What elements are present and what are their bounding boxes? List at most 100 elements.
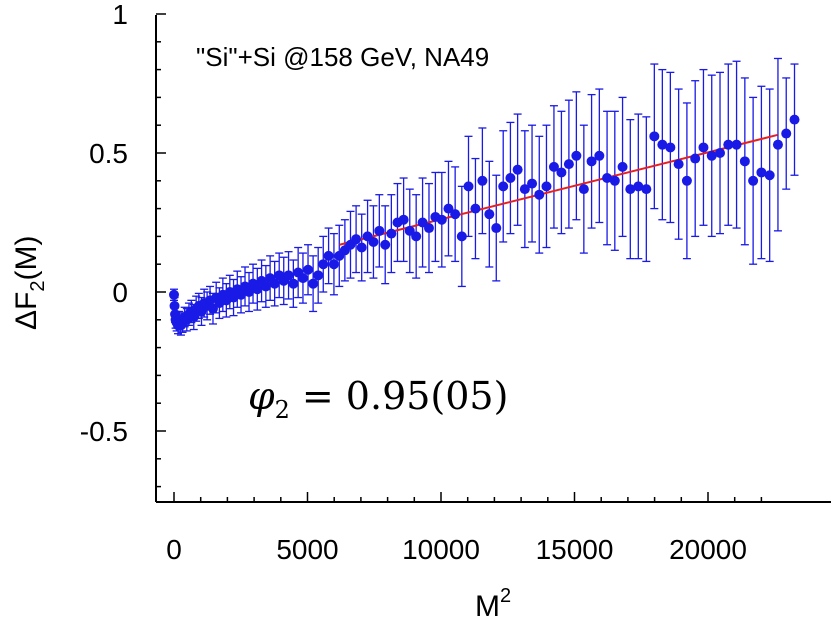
data-point <box>723 139 734 150</box>
data-point <box>450 209 461 220</box>
data-point <box>288 278 299 289</box>
data-point <box>756 167 767 178</box>
data-point <box>356 242 367 253</box>
fit-line <box>339 133 778 246</box>
x-tick-label: 15000 <box>536 534 614 565</box>
data-point <box>556 167 567 178</box>
data-point <box>456 231 467 242</box>
phi-subscript: 2 <box>275 396 290 424</box>
data-point <box>411 231 422 242</box>
y-axis-title-sub: 2 <box>27 281 49 292</box>
data-point <box>303 264 314 275</box>
data-point <box>374 225 385 236</box>
data-point <box>534 189 545 200</box>
y-tick-label: -0.5 <box>80 416 128 447</box>
data-point <box>571 150 582 161</box>
x-axis-title-sup: 2 <box>500 585 511 607</box>
data-point <box>748 175 759 186</box>
data-point <box>505 173 516 184</box>
data-point <box>491 223 502 234</box>
error-bars <box>170 57 799 336</box>
data-point <box>260 281 271 292</box>
data-point <box>283 270 294 281</box>
data-point <box>443 203 454 214</box>
y-tick-label: 1 <box>112 0 128 30</box>
data-point <box>470 203 481 214</box>
data-point <box>318 259 329 270</box>
data-point <box>781 128 792 139</box>
data-point <box>641 184 652 195</box>
phi-annotation: φ2 = 0.95(05) <box>248 374 508 424</box>
dataset-annotation: "Si"+Si @158 GeV, NA49 <box>196 42 489 72</box>
data-point <box>772 139 783 150</box>
y-axis-title-base: ΔF <box>10 292 43 330</box>
data-point <box>436 214 447 225</box>
y-ticks: -0.5 0 0.5 1 <box>80 0 166 488</box>
data-point <box>477 175 488 186</box>
data-point <box>423 223 434 234</box>
data-point <box>602 173 613 184</box>
data-point <box>690 153 701 164</box>
data-point <box>169 300 180 311</box>
x-tick-label: 5000 <box>276 534 338 565</box>
data-point <box>169 289 179 300</box>
data-point <box>328 259 339 270</box>
data-point <box>398 214 409 225</box>
x-tick-label: 0 <box>166 534 182 565</box>
data-point <box>541 181 552 192</box>
data-point <box>269 278 280 289</box>
data-point <box>323 250 334 261</box>
data-point <box>512 164 523 175</box>
data-point <box>739 156 750 167</box>
data-point <box>649 131 660 142</box>
x-axis-title: M2 <box>475 585 511 623</box>
data-point <box>252 284 263 295</box>
data-point <box>633 181 644 192</box>
data-point <box>527 178 538 189</box>
phi-symbol: φ <box>248 374 275 418</box>
data-point <box>625 184 636 195</box>
data-point <box>308 278 319 289</box>
data-point <box>657 139 668 150</box>
x-axis-title-base: M <box>475 590 500 623</box>
data-point <box>519 184 530 195</box>
data-point <box>563 159 574 170</box>
data-point <box>368 236 379 247</box>
data-point <box>578 184 589 195</box>
data-point <box>586 156 597 167</box>
data-point <box>484 209 495 220</box>
data-point <box>731 139 742 150</box>
x-tick-label: 20000 <box>669 534 747 565</box>
data-point <box>380 239 391 250</box>
data-point <box>548 161 559 172</box>
data-point <box>789 114 800 125</box>
data-point <box>351 234 362 245</box>
data-point <box>764 170 775 181</box>
data-point <box>463 181 474 192</box>
data-point <box>617 161 628 172</box>
data-point <box>236 289 247 300</box>
data-point <box>665 142 676 153</box>
y-tick-label: 0 <box>112 277 128 308</box>
data-point <box>498 181 509 192</box>
y-axis-title: ΔF2(M) <box>10 236 49 330</box>
y-tick-label: 0.5 <box>89 138 128 169</box>
data-point <box>244 287 255 297</box>
data-point <box>681 175 692 186</box>
data-point <box>313 270 324 281</box>
data-point <box>594 150 605 161</box>
data-point <box>698 142 709 153</box>
data-point <box>297 273 308 284</box>
phi-value: = 0.95(05) <box>302 374 509 418</box>
data-point <box>188 312 199 323</box>
data-point <box>609 175 620 186</box>
x-ticks: 0 5000 10000 15000 20000 <box>166 492 763 565</box>
y-axis-title-suffix: (M) <box>10 236 43 281</box>
data-point <box>386 228 397 239</box>
x-tick-label: 10000 <box>402 534 480 565</box>
data-point <box>706 150 717 161</box>
data-point <box>673 159 684 170</box>
data-point <box>715 148 726 158</box>
data-points <box>169 114 800 331</box>
